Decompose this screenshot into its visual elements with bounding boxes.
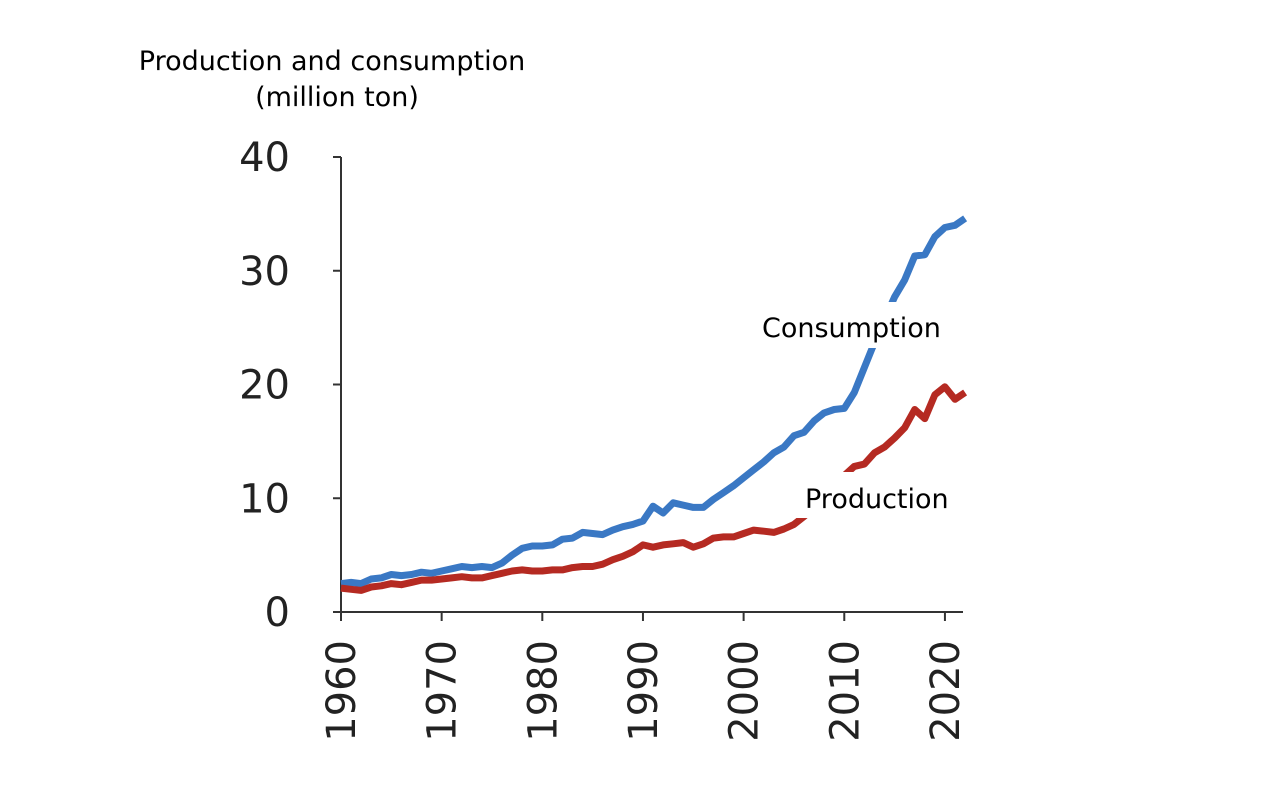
x-tick-label: 1980	[520, 640, 566, 742]
y-axis-title-line1: Production and consumption	[139, 46, 525, 77]
y-tick-label: 40	[239, 135, 290, 181]
consumption-label-background	[758, 302, 956, 348]
x-tick-label: 1960	[319, 640, 365, 742]
x-tick-label: 2020	[923, 640, 969, 742]
production-series-line	[340, 383, 968, 594]
y-ticks: 0 10 20 30 40	[239, 135, 341, 636]
x-tick-label: 1990	[621, 640, 667, 742]
y-tick-label: 20	[239, 363, 290, 409]
y-tick-label: 0	[265, 590, 290, 636]
x-tick-label: 2010	[822, 640, 868, 742]
x-ticks: 1960 1970 1980 1990 2000 2010 2020	[319, 612, 969, 742]
y-tick-label: 30	[239, 249, 290, 295]
x-tick-label: 1970	[420, 640, 466, 742]
x-tick-label: 2000	[722, 640, 768, 742]
y-axis-title-line2: (million ton)	[255, 82, 419, 113]
y-tick-label: 10	[239, 476, 290, 522]
production-label-background	[795, 472, 955, 518]
consumption-label: Consumption	[762, 313, 941, 344]
consumption-series-line	[340, 215, 968, 588]
production-label: Production	[805, 484, 949, 515]
